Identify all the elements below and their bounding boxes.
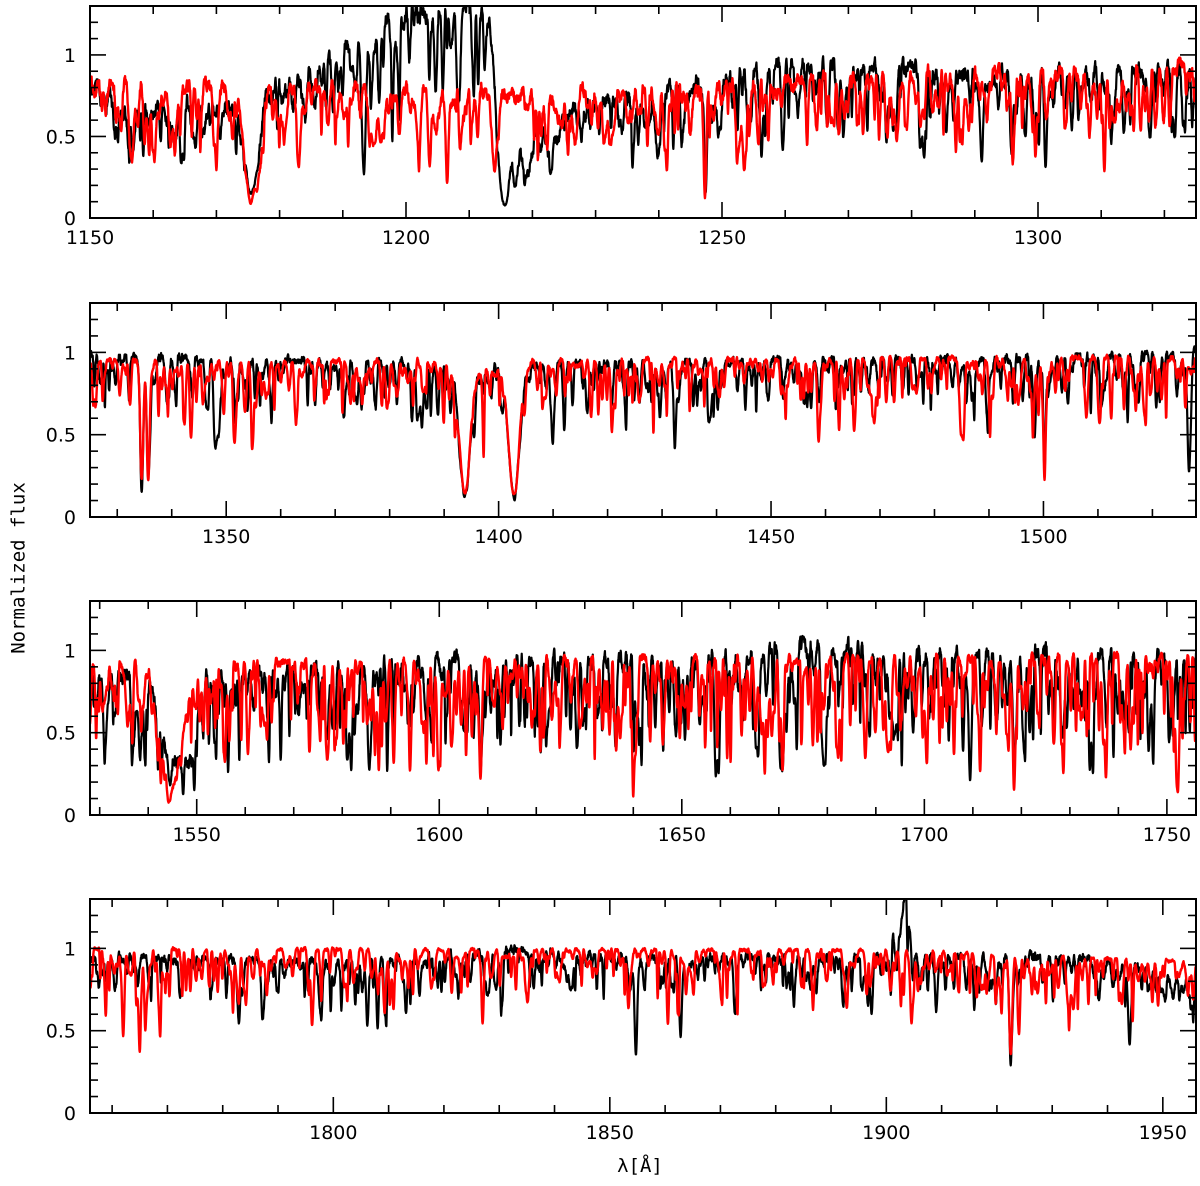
- x-tick-label: 1550: [173, 824, 221, 846]
- y-tick-label: 0: [64, 507, 76, 529]
- x-tick-label: 1450: [747, 526, 795, 548]
- x-tick-label: 1600: [415, 824, 463, 846]
- x-tick-label: 1200: [382, 227, 430, 249]
- y-tick-label: 1: [64, 45, 76, 67]
- spectrum-series-model: [90, 650, 1196, 804]
- y-tick-label: 1: [64, 938, 76, 960]
- y-tick-label: 0.5: [46, 126, 76, 148]
- y-tick-label: 0: [64, 1103, 76, 1125]
- x-tick-label: 1850: [586, 1122, 634, 1144]
- y-tick-label: 1: [64, 640, 76, 662]
- panel-3: 1550 1600 1650 1700 1750 0 0.5 1: [46, 600, 1197, 846]
- y-tick-label: 1: [64, 342, 76, 364]
- spectrum-series-model: [90, 353, 1196, 496]
- panel-frame: [89, 600, 1197, 816]
- x-tick-label: 1800: [309, 1122, 357, 1144]
- x-tick-label: 1300: [1014, 227, 1062, 249]
- x-axis-title: λ[Å]: [617, 1154, 663, 1177]
- x-tick-label: 1650: [658, 824, 706, 846]
- panels-group: 1150 1200 1250 1300 0 0.5 1 1350 1400 1450 1500 0 0.…: [46, 5, 1197, 1144]
- x-tick-label: 1150: [66, 227, 114, 249]
- y-tick-label: 0: [64, 208, 76, 230]
- x-tick-label: 1750: [1143, 824, 1191, 846]
- panel-4: 1800 1850 1900 1950 0 0.5 1: [46, 898, 1197, 1144]
- y-tick-label: 0.5: [46, 1021, 76, 1043]
- y-tick-label: 0: [64, 805, 76, 827]
- panel-1: 1150 1200 1250 1300 0 0.5 1: [46, 5, 1197, 249]
- y-tick-label: 0.5: [46, 425, 76, 447]
- x-tick-label: 1400: [474, 526, 522, 548]
- x-tick-label: 1700: [900, 824, 948, 846]
- panel-frame: [89, 302, 1197, 518]
- x-tick-label: 1900: [862, 1122, 910, 1144]
- x-tick-label: 1950: [1139, 1122, 1187, 1144]
- spectrum-series-model: [90, 945, 1196, 1056]
- x-tick-label: 1350: [202, 526, 250, 548]
- x-tick-label: 1500: [1019, 526, 1067, 548]
- y-axis-title: Normalized flux: [8, 482, 30, 654]
- y-tick-label: 0.5: [46, 723, 76, 745]
- panel-frame: [89, 898, 1197, 1114]
- panel-2: 1350 1400 1450 1500 0 0.5 1: [46, 302, 1197, 548]
- spectrum-series-model: [90, 56, 1196, 206]
- panel-frame: [89, 5, 1197, 219]
- x-tick-label: 1250: [698, 227, 746, 249]
